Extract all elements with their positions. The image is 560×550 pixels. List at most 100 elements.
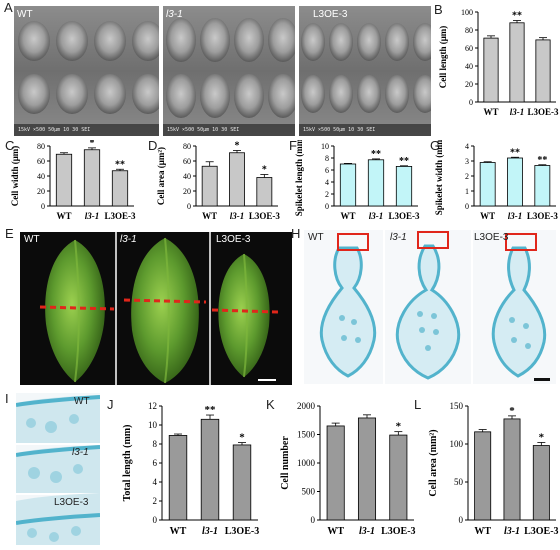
bar-l3oe-3 xyxy=(535,39,551,103)
section-label-l3-1: l3-1 xyxy=(390,232,407,243)
category-label: WT xyxy=(480,211,495,221)
y-tick-label: 20 xyxy=(37,187,45,196)
stain-label-l3oe-3: L3OE-3 xyxy=(54,497,89,508)
panel-letter-l: L xyxy=(414,397,422,412)
chart-b-cell-length: 0 20 40 60 80 100 Cell length (μm) WT ** l3-1 L3OE… xyxy=(438,8,559,117)
bar-l3oe-3 xyxy=(256,177,273,207)
y-tick-label: 2 xyxy=(325,190,329,199)
y-tick-label: 60 xyxy=(465,44,473,53)
section-cells xyxy=(339,311,531,351)
chart-g-spikelet-width: 0 1 2 3 4 Spikelet width (mm) WT ** l3-1 ** L3OE-3 xyxy=(434,140,559,221)
y-tick-label: 6 xyxy=(325,166,329,175)
dashed-line-l3-1 xyxy=(123,298,207,304)
y-tick-label: 10 xyxy=(148,420,158,430)
category-label: L3OE-3 xyxy=(527,211,559,221)
category-label: l3-1 xyxy=(369,211,384,221)
category-label: WT xyxy=(56,211,71,221)
y-tick-label: 60 xyxy=(37,157,45,166)
bar-l3oe-3 xyxy=(532,445,550,521)
y-axis-label: Cell area (mm²) xyxy=(428,429,439,496)
y-tick-label: 3 xyxy=(465,157,469,166)
y-tick-label: 1500 xyxy=(297,430,316,440)
bar-l3-1 xyxy=(83,149,101,207)
sem-cells xyxy=(18,21,159,114)
significance-mark: * xyxy=(90,140,95,149)
y-tick-label: 8 xyxy=(153,439,158,449)
sem-image-l3-1: l3-1 15kV ×500 50μm 10 30 SEI xyxy=(163,6,295,136)
sem-scale-l3oe-3: 15kV ×500 50μm 10 30 SEI xyxy=(303,127,376,133)
chart-c-cell-width: 0 20 40 60 80 Cell width (μm) WT * l3-1 ** L3OE-3 xyxy=(10,140,136,221)
panel-letter-j: J xyxy=(107,397,114,412)
stain-l3oe-3 xyxy=(16,493,100,545)
bar-l3-1 xyxy=(357,417,377,521)
y-tick-label: 80 xyxy=(37,142,45,151)
stain-drawing xyxy=(16,395,100,545)
y-tick-label: 500 xyxy=(302,487,316,497)
category-label: L3OE-3 xyxy=(381,526,415,537)
category-label: L3OE-3 xyxy=(249,211,281,221)
y-axis-label: Spikelet width (mm) xyxy=(434,140,444,215)
significance-mark: ** xyxy=(205,404,217,416)
y-tick-label: 10 xyxy=(321,142,329,151)
significance-mark: * xyxy=(262,165,267,176)
y-tick-label: 0 xyxy=(465,202,469,211)
seed-l3oe-3 xyxy=(218,253,270,378)
seed-label-wt: WT xyxy=(24,234,40,245)
y-tick-label: 0 xyxy=(469,98,473,107)
y-tick-label: 4 xyxy=(325,178,329,187)
chart-f-spikelet-length: 0 2 4 6 8 10 Spikelet length (mm) WT ** l3-1 ** L3O… xyxy=(294,140,420,221)
category-label: WT xyxy=(202,211,217,221)
category-label: WT xyxy=(170,526,187,537)
category-label: L3OE-3 xyxy=(225,526,259,537)
seed-drawing xyxy=(39,232,279,385)
significance-mark: * xyxy=(235,141,240,152)
y-tick-label: 100 xyxy=(450,439,464,449)
y-tick-label: 50 xyxy=(454,477,464,487)
category-label: WT xyxy=(340,211,355,221)
panel-letter-k: K xyxy=(266,397,275,412)
bar-wt xyxy=(483,37,499,103)
category-label: l3-1 xyxy=(504,526,520,537)
bar-wt xyxy=(479,162,496,207)
y-axis-label: Total length (mm) xyxy=(122,425,133,502)
panel-letter-b: B xyxy=(434,2,443,17)
significance-mark: * xyxy=(396,421,402,433)
significance-mark: ** xyxy=(537,155,547,166)
category-label: WT xyxy=(483,107,498,117)
dashed-line-wt xyxy=(39,305,115,311)
y-tick-label: 40 xyxy=(183,172,191,181)
sem-label-wt: WT xyxy=(17,9,33,20)
significance-mark: ** xyxy=(399,156,409,167)
y-axis-label: Cell area (μm²) xyxy=(156,147,166,205)
section-wt xyxy=(319,246,377,378)
section-l3-1 xyxy=(395,244,461,380)
significance-mark: * xyxy=(539,431,545,443)
y-tick-label: 8 xyxy=(325,154,329,163)
highlight-box-l3-1 xyxy=(417,231,449,249)
bar-wt xyxy=(168,435,188,521)
section-label-l3oe-3: L3OE-3 xyxy=(474,232,509,243)
significance-mark: ** xyxy=(371,149,381,160)
y-tick-label: 20 xyxy=(465,80,473,89)
section-l3oe-3 xyxy=(491,246,547,378)
bar-l3oe-3 xyxy=(395,165,413,207)
chart-j-total-length: 0 2 4 6 8 10 12 Total length (mm) WT ** l3-1 * L3OE-… xyxy=(122,401,259,537)
panel-letter-i: I xyxy=(5,391,9,406)
category-label: L3OE-3 xyxy=(388,211,420,221)
y-tick-label: 20 xyxy=(183,187,191,196)
panel-letter-f: F xyxy=(289,138,297,153)
category-label: L3OE-3 xyxy=(527,107,559,117)
seed-l3-1 xyxy=(131,237,199,384)
chart-l-cell-area: 0 50 100 150 Cell area (mm²) WT * l3-1 * L3OE-3 xyxy=(428,401,559,537)
seed-label-l3oe-3: L3OE-3 xyxy=(216,234,251,245)
significance-mark: ** xyxy=(512,11,522,22)
bar-l3oe-3 xyxy=(534,165,551,207)
chart-k-cell-number: 0 500 1000 1500 2000 Cell number WT l3-1 * L3OE-3 xyxy=(280,401,416,537)
y-tick-label: 0 xyxy=(325,202,329,211)
y-tick-label: 0 xyxy=(311,515,316,525)
category-label: L3OE-3 xyxy=(104,211,136,221)
y-tick-label: 1 xyxy=(465,187,469,196)
y-axis-label: Spikelet length (mm) xyxy=(294,140,304,216)
bar-l3-1 xyxy=(229,152,245,207)
stain-label-wt: WT xyxy=(74,396,90,407)
